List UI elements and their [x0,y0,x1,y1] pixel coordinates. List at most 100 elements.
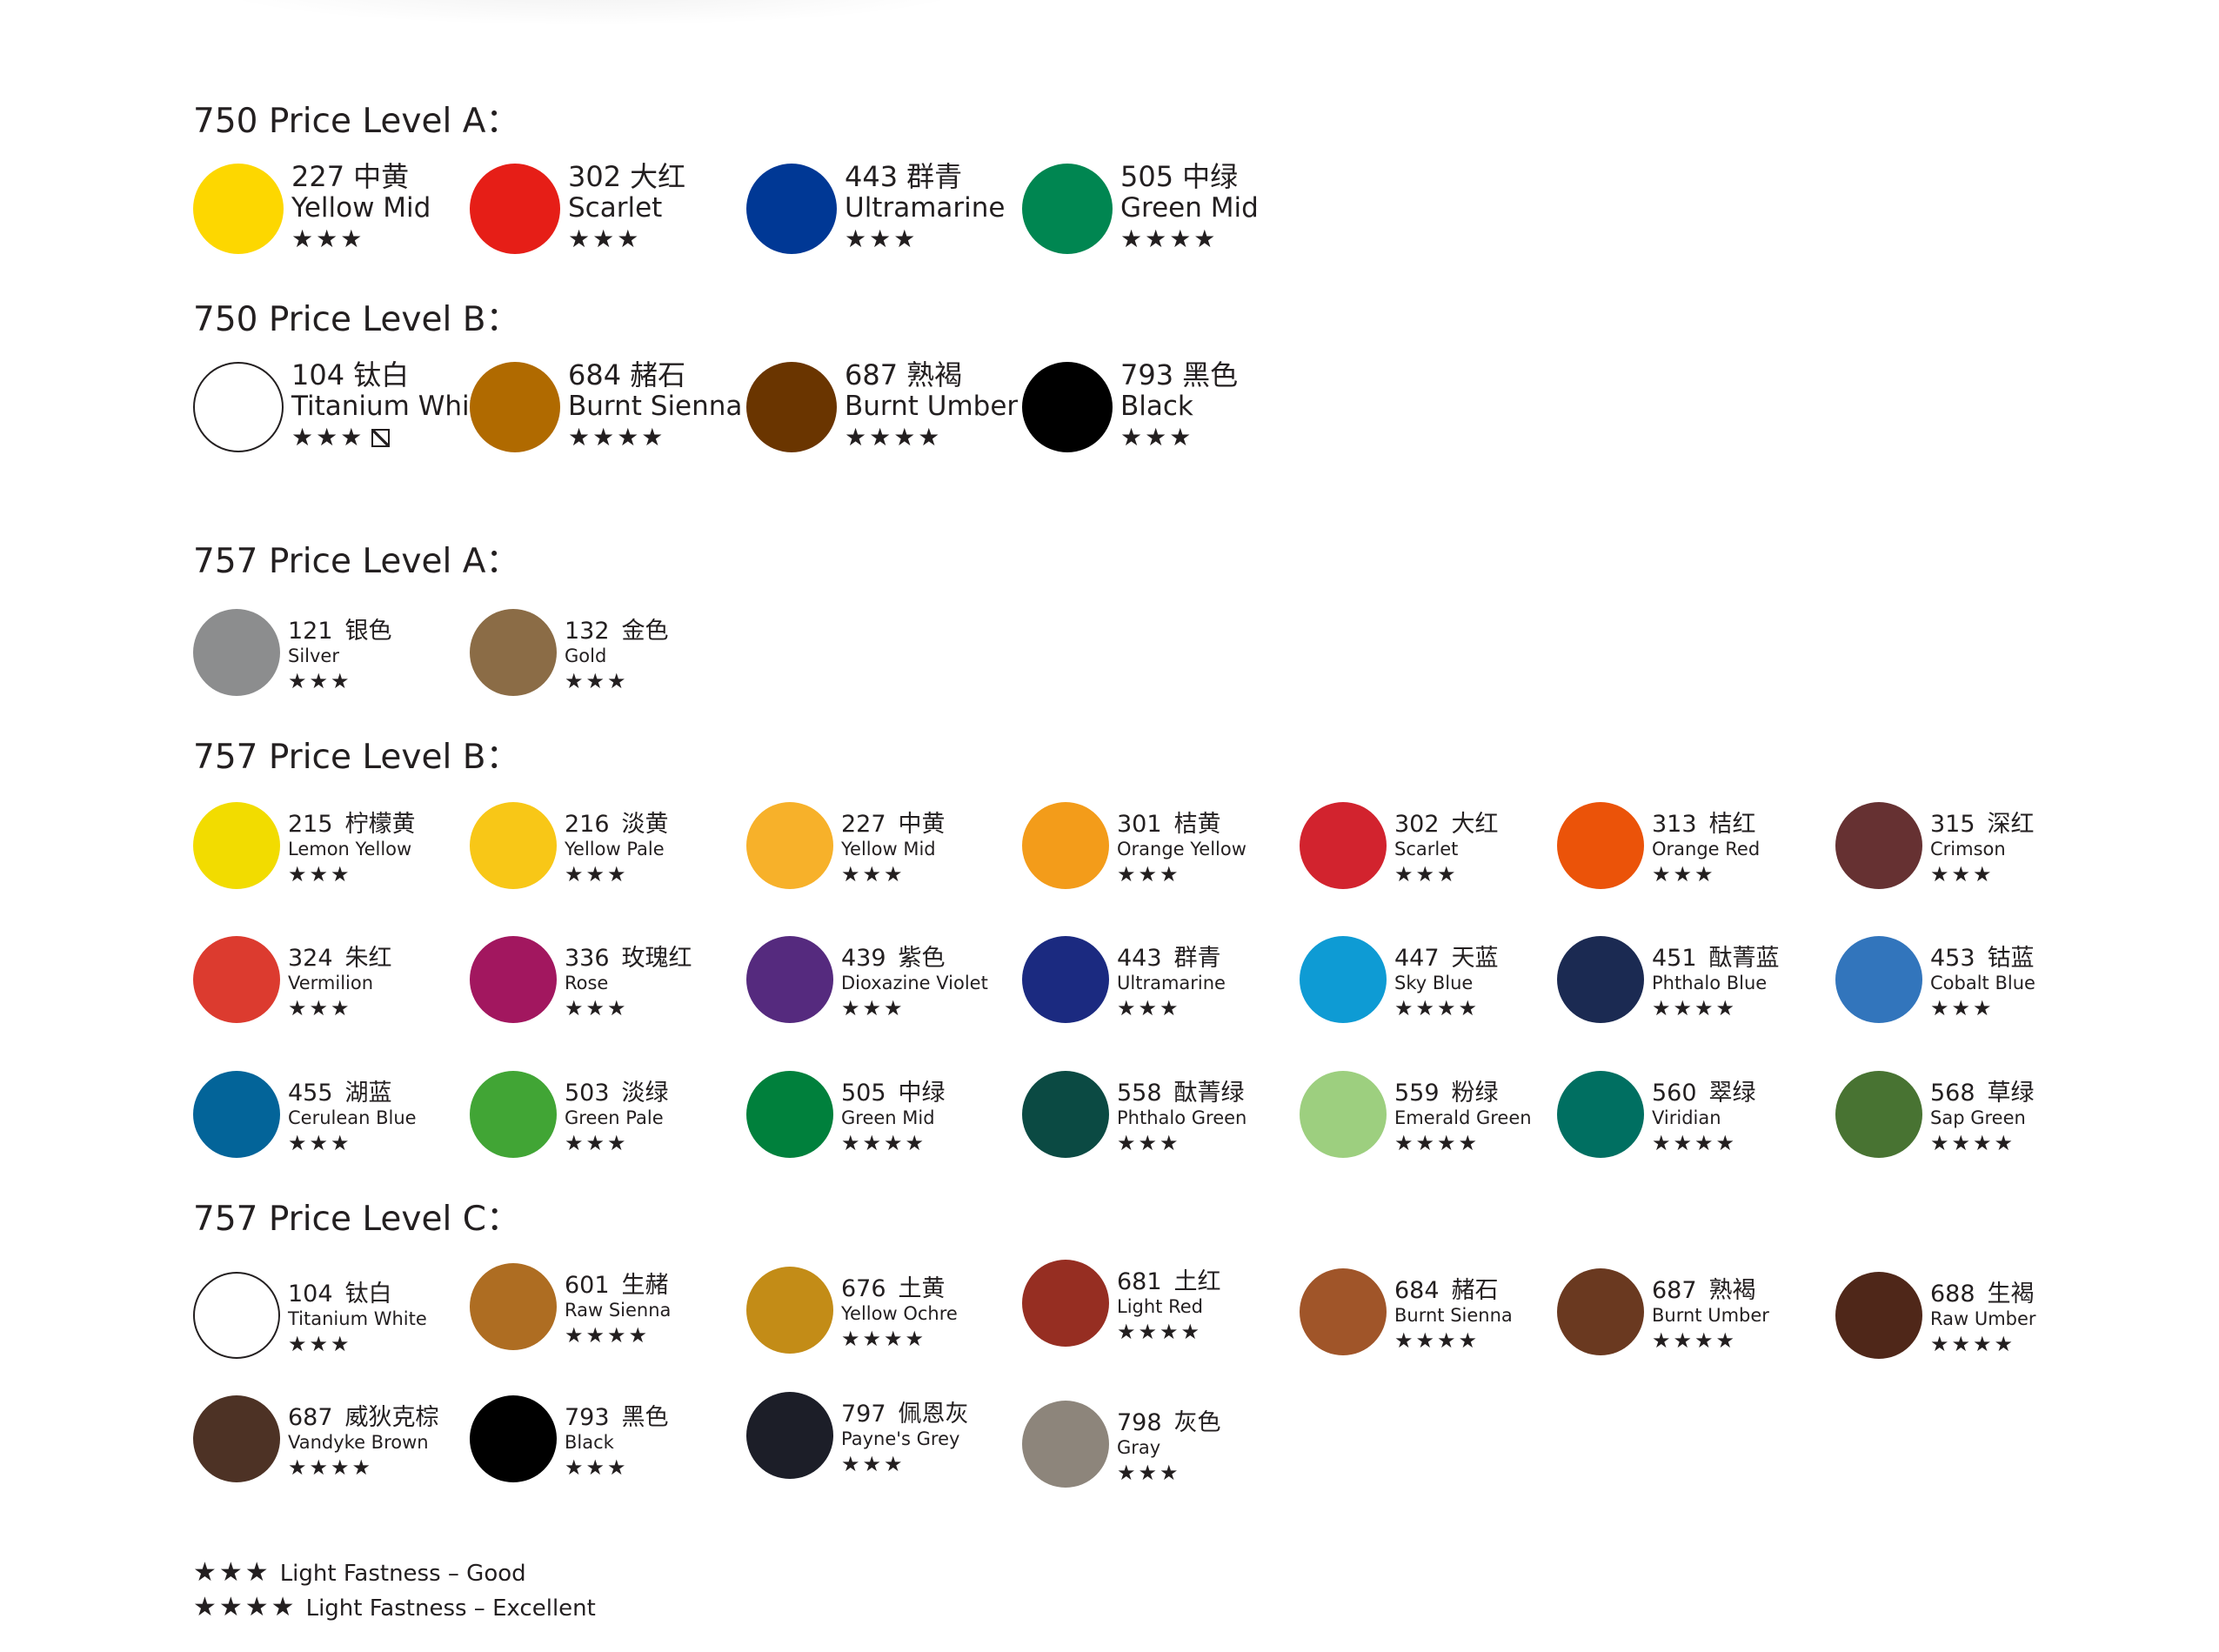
color-code-line: 559 粉绿 [1394,1081,1499,1105]
color-chinese-name: 中绿 [898,1080,946,1107]
color-code: 104 [291,358,345,391]
color-code-line: 676 土黄 [841,1277,946,1301]
color-english-name: Yellow Pale [565,839,665,859]
color-code-line: 104 钛白 [288,1282,392,1306]
color-swatch-item: 505 中绿 Green Mid ★★★★ [1022,163,1283,254]
color-code: 505 [841,1080,886,1107]
color-code: 687 [288,1404,333,1431]
light-fastness-stars: ★★★ [1117,1462,1181,1483]
light-fastness-stars: ★★★★ [841,1133,926,1154]
color-english-name: Green Pale [565,1107,664,1128]
color-chinese-name: 大红 [630,160,686,193]
color-english-name: Vandyke Brown [288,1432,429,1453]
color-english-name: Gold [565,645,607,666]
star-rating: ★★★ [291,423,365,451]
star-rating: ★★★★ [1117,1320,1203,1344]
color-circle [193,1272,280,1359]
color-code-line: 439 紫色 [841,946,946,970]
star-rating: ★★★ [845,224,919,253]
color-chinese-name: 中黄 [898,811,946,838]
color-english-name: Cobalt Blue [1930,973,2035,993]
color-chinese-name: 银色 [344,618,392,645]
color-chinese-name: 柠檬黄 [344,811,416,838]
color-chinese-name: 灰色 [1173,1409,1221,1436]
color-code-line: 215 柠檬黄 [288,813,416,836]
color-chinese-name: 赭石 [630,358,686,391]
star-rating: ★★★ [841,1452,906,1476]
color-chinese-name: 玫瑰红 [621,945,692,972]
color-circle [193,936,280,1023]
legend-item: ★★★ Light Fastness – Good [193,1560,526,1586]
color-chinese-name: 深红 [1987,811,2035,838]
color-swatch-item: 560 翠绿 Viridian ★★★★ [1557,1071,1818,1158]
color-english-name: Raw Sienna [565,1300,672,1321]
light-fastness-stars: ★★★ [841,864,906,885]
color-code: 215 [288,811,333,838]
light-fastness-stars: ★★★★ [1652,1330,1737,1351]
color-code: 559 [1394,1080,1440,1107]
star-rating: ★★★ [565,862,629,886]
color-swatch-item: 684 赭石 Burnt Sienna ★★★★ [1300,1268,1561,1355]
color-circle [746,1071,833,1158]
star-rating: ★★★★ [1394,1328,1480,1353]
color-code-line: 687 熟褐 [1652,1279,1756,1302]
color-swatch-item: 559 粉绿 Emerald Green ★★★★ [1300,1071,1561,1158]
color-swatch-item: 104 钛白 Titanium White ★★★ [193,1272,454,1359]
color-chinese-name: 熟褐 [906,358,963,391]
color-circle [746,802,833,889]
color-code: 688 [1930,1281,1975,1308]
color-swatch-item: 455 湖蓝 Cerulean Blue ★★★ [193,1071,454,1158]
light-fastness-stars: ★★★ [565,671,629,692]
color-circle [746,1267,833,1354]
color-code-line: 687 威狄克棕 [288,1406,439,1429]
color-swatch-item: 505 中绿 Green Mid ★★★★ [746,1071,1007,1158]
color-swatch-item: 301 桔黄 Orange Yellow ★★★ [1022,802,1283,889]
color-circle [746,936,833,1023]
color-swatch-item: 451 酞菁蓝 Phthalo Blue ★★★★ [1557,936,1818,1023]
color-english-name: Titanium White [291,391,497,422]
light-fastness-stars: ★★★ [1117,864,1181,885]
color-code: 455 [288,1080,333,1107]
color-code: 447 [1394,945,1440,972]
light-fastness-stars: ★★★★ [841,1328,926,1349]
color-code-line: 451 酞菁蓝 [1652,946,1780,970]
section-title: 750 Price Level A： [193,102,520,141]
color-chinese-name: 紫色 [898,945,946,972]
color-swatch-item: 447 天蓝 Sky Blue ★★★★ [1300,936,1561,1023]
color-code: 687 [1652,1277,1697,1304]
light-fastness-stars: ★★★★ [1394,998,1480,1019]
light-fastness-stars: ★★★★ [1394,1330,1480,1351]
light-fastness-stars: ★★★ [1117,1133,1181,1154]
light-fastness-stars: ★★★ [841,1454,906,1475]
color-english-name: Viridian [1652,1107,1721,1128]
color-circle [1022,1401,1109,1488]
color-circle [1835,936,1922,1023]
top-shadow-decoration [200,0,983,26]
color-code: 503 [565,1080,610,1107]
color-code: 227 [841,811,886,838]
color-code-line: 681 土红 [1117,1270,1221,1294]
legend-item: ★★★★ Light Fastness – Excellent [193,1595,596,1621]
color-swatch-item: 443 群青 Ultramarine ★★★ [746,163,1007,254]
star-rating: ★★★ [1117,996,1181,1020]
color-chinese-name: 钴蓝 [1987,945,2035,972]
color-english-name: Scarlet [1394,839,1459,859]
color-swatch-item: 687 熟褐 Burnt Umber ★★★★ [746,361,1018,452]
color-swatch-item: 313 桔红 Orange Red ★★★ [1557,802,1818,889]
color-circle [470,1071,557,1158]
light-fastness-stars: ★★★ [1117,998,1181,1019]
color-code-line: 216 淡黄 [565,813,669,836]
color-code-line: 505 中绿 [841,1081,946,1105]
color-code: 451 [1652,945,1697,972]
star-rating: ★★★ [841,862,906,886]
color-english-name: Green Mid [1120,192,1259,224]
color-swatch-item: 793 黑色 Black ★★★ [1022,361,1283,452]
star-rating: ★★★ [291,224,365,253]
color-swatch-item: 797 佩恩灰 Payne's Grey ★★★ [746,1392,1007,1479]
light-fastness-stars: ★★★★ [565,1325,650,1346]
color-code: 453 [1930,945,1975,972]
color-swatch-item: 315 深红 Crimson ★★★ [1835,802,2096,889]
color-swatch-item: 216 淡黄 Yellow Pale ★★★ [470,802,731,889]
color-chinese-name: 湖蓝 [344,1080,392,1107]
light-fastness-stars: ★★★ [288,998,352,1019]
